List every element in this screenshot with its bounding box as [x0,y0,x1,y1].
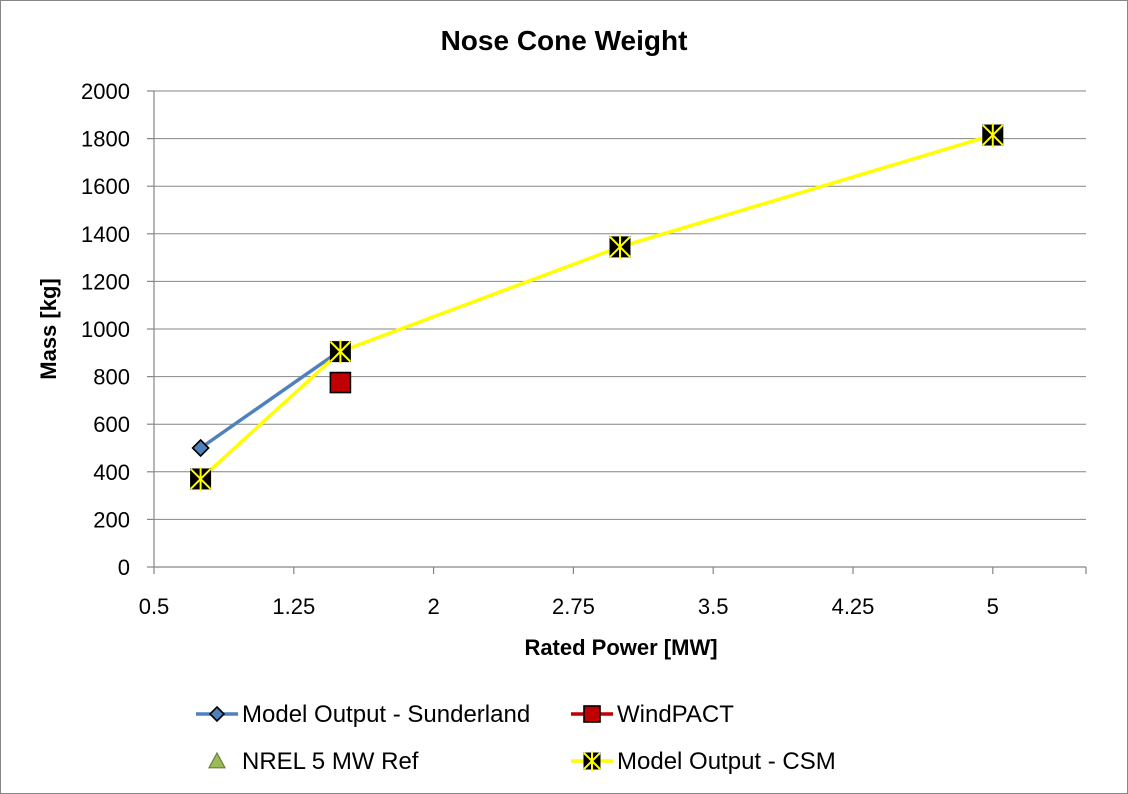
x-square-marker [583,751,601,771]
x-square-marker [329,339,352,364]
series-windpact [329,371,352,394]
series-line [199,348,342,450]
x-tick-labels: 0.5 1.25 2 2.75 3.5 4.25 5 [139,594,999,619]
y-tick-label: 200 [93,507,130,532]
legend-label: Model Output - Sunderland [242,701,530,728]
y-tick-label: 1400 [81,222,130,247]
legend-label: NREL 5 MW Ref [242,748,419,775]
axes [147,90,1087,574]
x-square-marker [189,466,212,491]
x-square-marker [982,123,1004,148]
x-tick-label: 1.25 [272,594,315,619]
legend-item: WindPACT [571,701,734,728]
series-model-output-csm [189,123,1004,491]
legend-item: NREL 5 MW Ref [207,748,419,775]
series-layer [189,123,1004,491]
y-tick-label: 0 [118,555,130,580]
gridlines [154,90,1086,520]
y-tick-label: 1200 [81,269,130,294]
x-tick-label: 5 [987,594,999,619]
diamond-marker [191,438,210,458]
y-tick-label: 1800 [81,127,130,152]
chart-title: Nose Cone Weight [441,25,688,56]
y-tick-label: 600 [93,412,130,437]
y-tick-label: 800 [93,365,130,390]
triangle-marker [207,751,227,769]
legend-label: WindPACT [617,701,734,728]
square-marker [329,371,352,394]
y-tick-label: 400 [93,460,130,485]
x-tick-label: 3.5 [698,594,729,619]
x-axis-label: Rated Power [MW] [524,635,717,660]
x-square-marker [609,234,631,259]
series-line [199,133,994,481]
y-tick-label: 2000 [81,79,130,104]
x-tick-label: 0.5 [139,594,170,619]
diamond-marker [208,705,226,723]
y-axis-label: Mass [kg] [36,278,61,379]
legend-item: Model Output - Sunderland [196,701,530,728]
legend: Model Output - Sunderland WindPACT NREL 5 … [196,701,836,775]
series-model-output-sunderland [191,341,350,458]
x-tick-label: 2.75 [552,594,595,619]
y-tick-label: 1000 [81,317,130,342]
square-marker [583,705,601,723]
x-tick-label: 4.25 [832,594,875,619]
legend-item: Model Output - CSM [571,748,836,775]
legend-label: Model Output - CSM [617,748,836,775]
y-tick-labels: 0 200 400 600 800 1000 1200 1400 1600 1800 2000 [81,79,130,580]
x-tick-label: 2 [427,594,439,619]
y-tick-label: 1600 [81,174,130,199]
